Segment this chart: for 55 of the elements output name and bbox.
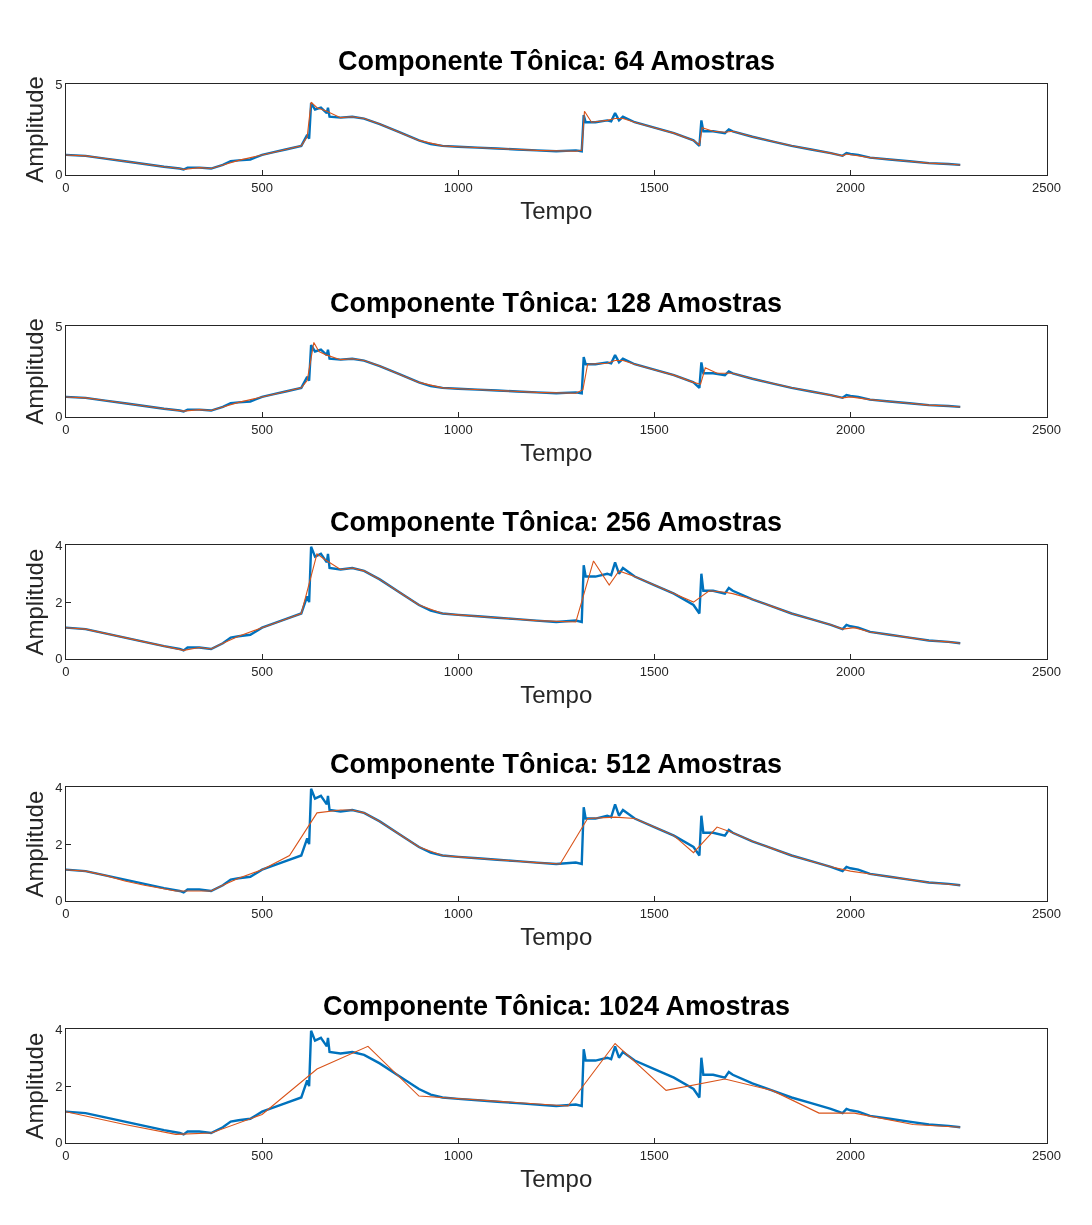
chart-title: Componente Tônica: 64 Amostras bbox=[338, 46, 776, 76]
y-tick-label: 5 bbox=[55, 76, 63, 92]
y-tick-label: 0 bbox=[55, 167, 63, 183]
y-tick-label: 0 bbox=[55, 651, 63, 667]
x-axis-title: Tempo bbox=[520, 680, 593, 708]
x-axis-title: Tempo bbox=[520, 922, 593, 950]
y-axis-title: Amplitude bbox=[21, 790, 49, 898]
x-tick-label: 2000 bbox=[835, 663, 865, 679]
x-tick-label: 2000 bbox=[835, 179, 865, 195]
line-series bbox=[65, 809, 961, 892]
x-tick-label: 1500 bbox=[639, 1147, 669, 1163]
chart-title: Componente Tônica: 128 Amostras bbox=[330, 288, 783, 318]
x-tick-label: 1000 bbox=[443, 179, 473, 195]
x-tick-label: 2000 bbox=[835, 1147, 865, 1163]
x-tick-label: 1500 bbox=[639, 905, 669, 921]
x-tick-label: 1000 bbox=[443, 905, 473, 921]
x-tick-label: 500 bbox=[251, 421, 273, 437]
x-tick-label: 500 bbox=[251, 179, 273, 195]
line-series bbox=[65, 787, 962, 894]
x-tick-label: 1000 bbox=[443, 1147, 473, 1163]
y-axis-title: Amplitude bbox=[21, 1032, 49, 1140]
x-tick-label: 2500 bbox=[1032, 905, 1061, 921]
y-tick-label: 4 bbox=[55, 1021, 63, 1037]
y-tick-label: 2 bbox=[55, 1078, 63, 1094]
y-axis-title: Amplitude bbox=[21, 318, 49, 425]
x-tick-label: 2000 bbox=[835, 905, 865, 921]
y-tick-label: 0 bbox=[55, 893, 63, 909]
x-tick-label: 2500 bbox=[1032, 1147, 1061, 1163]
x-axis-title: Tempo bbox=[520, 438, 593, 466]
x-axis-title: Tempo bbox=[520, 1164, 593, 1192]
y-axis-title: Amplitude bbox=[21, 548, 49, 656]
x-tick-label: 500 bbox=[251, 905, 273, 921]
chart-title: Componente Tônica: 1024 Amostras bbox=[323, 991, 791, 1021]
x-tick-label: 2000 bbox=[835, 421, 865, 437]
x-tick-label: 1500 bbox=[639, 663, 669, 679]
x-tick-label: 1000 bbox=[443, 663, 473, 679]
x-tick-label: 2500 bbox=[1032, 663, 1061, 679]
x-tick-label: 2500 bbox=[1032, 421, 1061, 437]
y-tick-label: 5 bbox=[55, 318, 63, 334]
x-tick-label: 2500 bbox=[1032, 179, 1061, 195]
y-axis-title: Amplitude bbox=[21, 76, 49, 183]
x-axis-title: Tempo bbox=[520, 196, 593, 224]
x-tick-label: 500 bbox=[251, 663, 273, 679]
x-tick-label: 1500 bbox=[639, 179, 669, 195]
chart-title: Componente Tônica: 512 Amostras bbox=[330, 749, 783, 779]
y-tick-label: 4 bbox=[55, 779, 63, 795]
y-tick-label: 2 bbox=[55, 594, 63, 610]
y-tick-label: 4 bbox=[55, 537, 63, 553]
y-tick-label: 0 bbox=[55, 409, 63, 425]
x-tick-label: 500 bbox=[251, 1147, 273, 1163]
x-tick-label: 1000 bbox=[443, 421, 473, 437]
chart-title: Componente Tônica: 256 Amostras bbox=[330, 507, 783, 537]
y-tick-label: 2 bbox=[55, 836, 63, 852]
y-tick-label: 0 bbox=[55, 1135, 63, 1151]
x-tick-label: 1500 bbox=[639, 421, 669, 437]
